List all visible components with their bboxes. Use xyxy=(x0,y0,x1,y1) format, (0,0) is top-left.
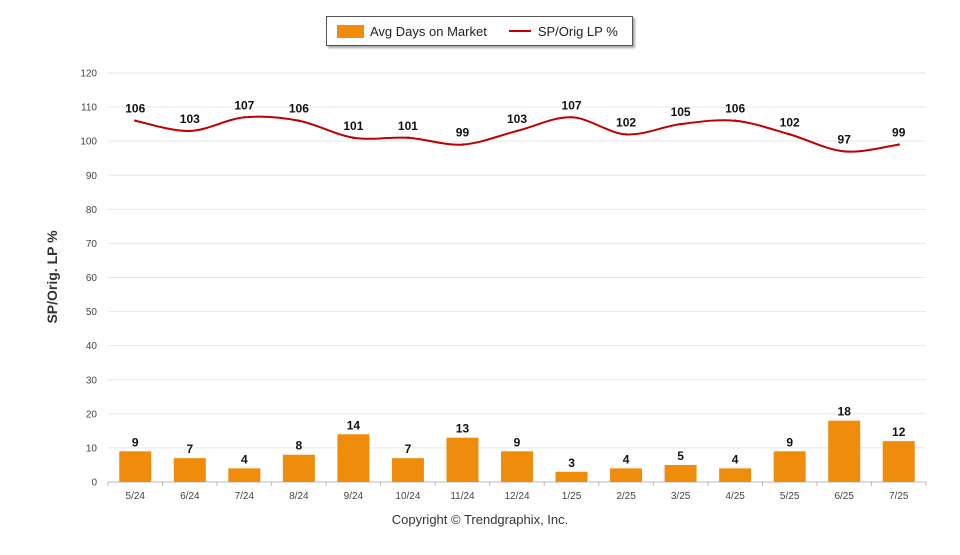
x-tick-label: 1/25 xyxy=(562,491,582,502)
x-tick-label: 5/24 xyxy=(126,491,146,502)
legend-label-bars: Avg Days on Market xyxy=(370,23,487,39)
x-tick-label: 6/24 xyxy=(180,491,200,502)
bar-value-label: 9 xyxy=(786,435,793,449)
bar-value-label: 4 xyxy=(623,452,630,466)
bar-value-label: 3 xyxy=(568,456,575,470)
bar-value-label: 13 xyxy=(456,422,470,436)
legend-item-line: SP/Orig LP % xyxy=(487,24,618,39)
bar-value-label: 9 xyxy=(132,435,139,449)
y-tick-label: 80 xyxy=(86,205,98,216)
bar-value-label: 12 xyxy=(892,425,906,439)
line-point xyxy=(733,119,737,122)
bar-value-label: 4 xyxy=(732,452,739,466)
bar-value-label: 7 xyxy=(186,442,193,456)
y-tick-label: 40 xyxy=(86,341,98,352)
bar-value-label: 7 xyxy=(405,442,412,456)
y-tick-label: 70 xyxy=(86,239,98,250)
line-value-label: 107 xyxy=(562,98,582,112)
line-value-label: 107 xyxy=(234,98,254,112)
bar xyxy=(391,458,424,482)
bar xyxy=(337,434,370,482)
bar xyxy=(282,454,315,482)
line-value-label: 97 xyxy=(838,132,852,146)
x-tick-label: 2/25 xyxy=(616,491,636,502)
y-tick-label: 10 xyxy=(86,443,98,454)
bar xyxy=(119,451,152,482)
bar xyxy=(773,451,806,482)
legend-swatch-bars xyxy=(337,24,364,38)
line-point xyxy=(188,129,191,133)
line-value-label: 105 xyxy=(671,105,691,119)
bar xyxy=(228,468,261,482)
line-point xyxy=(352,136,355,139)
line-point xyxy=(134,119,137,122)
bar xyxy=(173,458,206,482)
line-value-label: 106 xyxy=(725,102,745,116)
line-point xyxy=(461,143,464,146)
y-tick-label: 20 xyxy=(86,409,98,420)
x-tick-label: 5/25 xyxy=(780,491,800,502)
x-tick-label: 7/24 xyxy=(235,491,255,502)
line-value-label: 103 xyxy=(180,112,200,126)
x-tick-label: 7/25 xyxy=(889,491,909,502)
legend-swatch-line xyxy=(508,30,531,32)
bar-value-label: 14 xyxy=(347,418,361,432)
bar xyxy=(446,437,479,482)
line-point xyxy=(243,116,246,119)
copyright-text: Copyright © Trendgraphix, Inc. xyxy=(391,512,569,527)
line-point xyxy=(788,133,791,136)
y-tick-label: 120 xyxy=(80,69,97,80)
line-value-label: 102 xyxy=(616,115,636,129)
line-point xyxy=(843,150,846,153)
y-tick-label: 30 xyxy=(86,375,98,386)
line-value-label: 99 xyxy=(456,126,470,140)
y-tick-label: 90 xyxy=(86,171,98,182)
line-value-label: 106 xyxy=(289,102,309,116)
line-value-label: 101 xyxy=(343,119,363,133)
line-value-label: 99 xyxy=(892,126,906,140)
bar xyxy=(719,468,752,482)
line-point xyxy=(624,133,628,136)
bar-value-label: 5 xyxy=(677,449,684,463)
legend-item-bars: Avg Days on Market xyxy=(327,24,487,39)
bar xyxy=(501,451,533,482)
y-tick-label: 0 xyxy=(91,478,97,489)
x-tick-label: 9/24 xyxy=(344,491,364,502)
y-tick-label: 100 xyxy=(80,137,97,148)
x-tick-label: 8/24 xyxy=(289,491,309,502)
bar xyxy=(664,464,697,482)
line-value-label: 103 xyxy=(507,112,527,126)
bar xyxy=(555,471,588,482)
x-tick-label: 12/24 xyxy=(504,491,529,502)
bar xyxy=(610,468,643,482)
line-point xyxy=(297,119,301,122)
x-tick-label: 10/24 xyxy=(395,491,420,502)
line-point xyxy=(406,136,410,139)
y-tick-label: 60 xyxy=(86,273,98,284)
line-point xyxy=(515,129,519,133)
legend-label-line: SP/Orig LP % xyxy=(537,23,618,39)
y-tick-label: 50 xyxy=(86,307,98,318)
line-point xyxy=(897,143,900,146)
x-tick-label: 4/25 xyxy=(725,491,745,502)
chart-legend: Avg Days on Market SP/Orig LP % xyxy=(326,16,633,46)
line-value-label: 102 xyxy=(780,115,800,129)
line-value-label: 106 xyxy=(125,102,145,116)
line-point xyxy=(679,122,682,126)
x-tick-label: 3/25 xyxy=(671,491,691,502)
line-point xyxy=(570,116,573,119)
line-value-label: 101 xyxy=(398,119,418,133)
x-tick-label: 6/25 xyxy=(834,491,854,502)
bar-value-label: 9 xyxy=(514,435,521,449)
y-axis-title: SP/Orig. LP % xyxy=(44,230,60,324)
y-tick-label: 110 xyxy=(81,103,97,114)
x-tick-label: 11/24 xyxy=(450,491,475,502)
bar-value-label: 8 xyxy=(296,439,303,453)
bar-value-label: 18 xyxy=(838,405,852,419)
bar xyxy=(882,441,915,482)
bar xyxy=(828,420,861,482)
bar-value-label: 4 xyxy=(241,452,248,466)
